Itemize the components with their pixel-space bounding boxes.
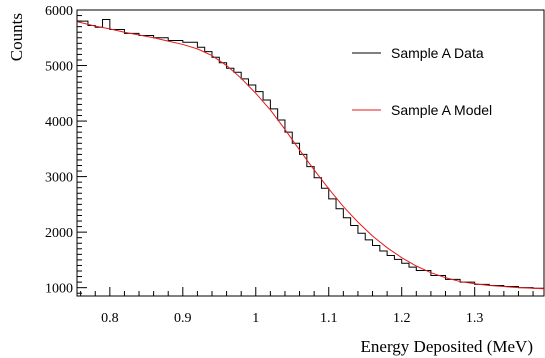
series-layer bbox=[76, 18, 545, 290]
x-axis: 0.8 0.9 1 1.1 1.2 1.3 bbox=[80, 287, 534, 326]
x-tick-label: 1.2 bbox=[393, 311, 411, 326]
y-axis-title: Counts bbox=[7, 13, 26, 61]
y-axis: 1000 2000 3000 4000 5000 6000 bbox=[45, 4, 87, 297]
x-tick-label: 0.9 bbox=[174, 311, 192, 326]
y-tick-label: 3000 bbox=[45, 171, 73, 186]
plot-frame bbox=[76, 9, 545, 297]
x-tick-label: 1.1 bbox=[320, 311, 338, 326]
series-line-model bbox=[76, 21, 545, 290]
series-line-data bbox=[77, 18, 545, 289]
y-tick-label: 6000 bbox=[45, 4, 73, 19]
x-tick-label: 0.8 bbox=[101, 311, 119, 326]
y-tick-label: 1000 bbox=[45, 282, 73, 297]
legend-label-model: Sample A Model bbox=[391, 102, 492, 118]
x-tick-label: 1 bbox=[252, 311, 259, 326]
x-tick-label: 1.3 bbox=[466, 311, 484, 326]
legend-label-data: Sample A Data bbox=[391, 45, 484, 61]
y-tick-label: 2000 bbox=[45, 226, 73, 241]
x-axis-title: Energy Deposited (MeV) bbox=[361, 337, 533, 356]
legend: Sample A Data Sample A Model bbox=[352, 45, 492, 118]
y-tick-label: 5000 bbox=[45, 60, 73, 75]
y-tick-label: 4000 bbox=[45, 115, 73, 130]
